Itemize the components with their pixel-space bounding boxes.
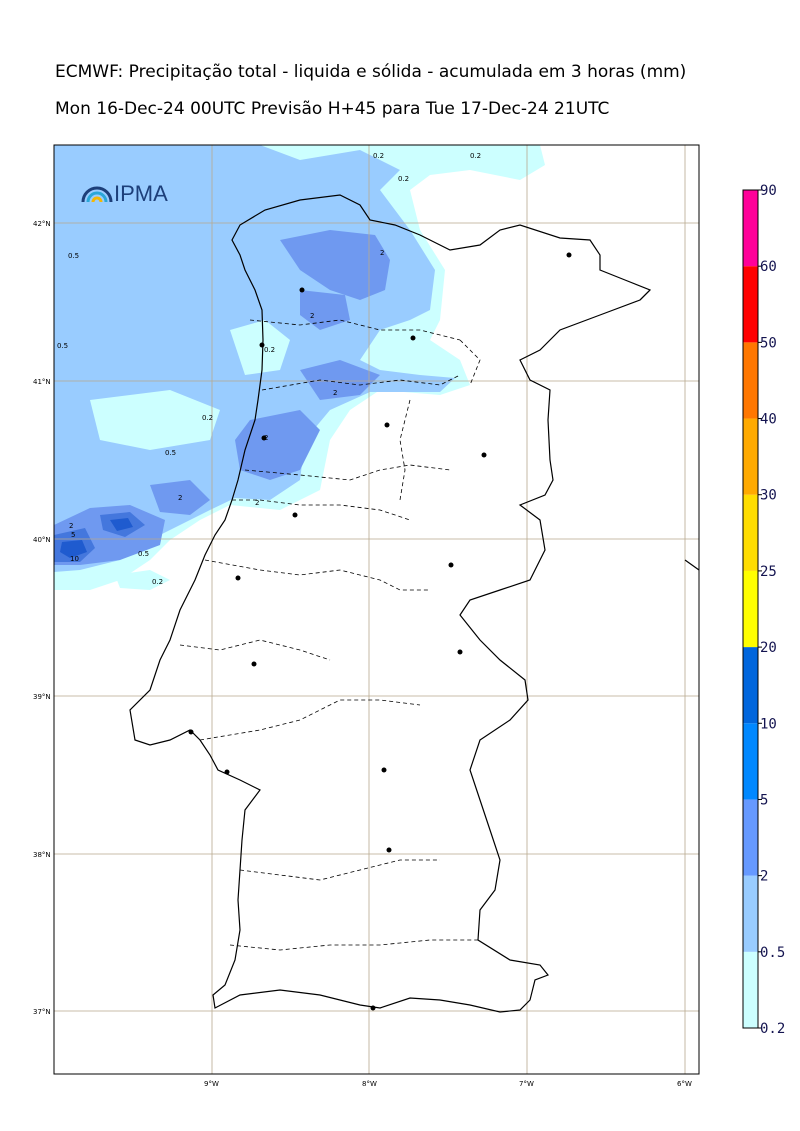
coastline	[129, 194, 652, 1013]
contour-label: 2	[264, 434, 268, 442]
contour-label: 2	[310, 312, 314, 320]
city-markers	[188, 252, 572, 1011]
colorbar-segment	[743, 570, 758, 648]
contour-label: 2	[69, 522, 73, 530]
contour-label: 2	[380, 249, 384, 257]
precip-area-10	[60, 540, 87, 558]
lat-label: 38°N	[33, 851, 51, 859]
contour-label: 0.5	[68, 252, 79, 260]
lat-label: 39°N	[33, 693, 51, 701]
colorbar-segment	[743, 494, 758, 571]
colorbar-segment	[743, 799, 758, 876]
lat-label: 37°N	[33, 1008, 51, 1016]
lon-axis-labels: 9°W 8°W 7°W 6°W	[204, 1080, 692, 1088]
colorbar-tick-label: 90	[760, 183, 777, 199]
contour-label: 5	[71, 531, 75, 539]
colorbar-tick-label: 2	[760, 869, 768, 885]
lat-label: 42°N	[33, 220, 51, 228]
contour-label: 0.2	[202, 414, 213, 422]
colorbar-tick-label: 25	[760, 564, 777, 580]
colorbar-tick-label: 60	[760, 259, 777, 275]
contour-label: 0.5	[138, 550, 149, 558]
colorbar-segment	[743, 418, 758, 495]
lon-label: 7°W	[519, 1080, 534, 1088]
lat-axis-labels: 42°N 41°N 40°N 39°N 38°N 37°N	[33, 220, 51, 1016]
colorbar-tick-label: 50	[760, 335, 777, 351]
lat-label: 40°N	[33, 536, 51, 544]
lat-label: 41°N	[33, 378, 51, 386]
contour-labels: 0.2 0.2 0.5 0.2 2 2 0.5 2 2 0.2 0.2 0.5 …	[57, 152, 481, 586]
colorbar-segment	[743, 190, 758, 267]
colorbar-segment	[743, 266, 758, 343]
colorbar-tick-label: 30	[760, 488, 777, 504]
contour-label: 2	[333, 389, 337, 397]
contour-label: 0.2	[398, 175, 409, 183]
colorbar-tick-label: 20	[760, 640, 777, 656]
logo-text: IPMA	[114, 181, 168, 206]
map-title: ECMWF: Precipitação total - liquida e só…	[55, 62, 687, 82]
map-frame	[53, 144, 700, 1075]
precipitation-field	[54, 145, 545, 590]
colorbar-tick-label: 10	[760, 716, 777, 732]
colorbar-tick-label: 0.2	[760, 1021, 785, 1037]
colorbar-tick-label: 40	[760, 412, 777, 428]
lon-label: 6°W	[677, 1080, 692, 1088]
contour-label: 0.5	[57, 342, 68, 350]
lon-label: 8°W	[362, 1080, 377, 1088]
contour-label: 0.5	[165, 449, 176, 457]
country-borders	[129, 194, 699, 1013]
precip-area-2	[280, 230, 390, 300]
forecast-subtitle: Mon 16-Dec-24 00UTC Previsão H+45 para T…	[55, 99, 610, 119]
colorbar-frame	[742, 189, 759, 1029]
colorbar-tick-label: 5	[760, 792, 768, 808]
ipma-logo: IPMA	[81, 181, 168, 206]
colorbar-segment	[743, 875, 758, 952]
colorbar-tick-label: 0.5	[760, 945, 785, 961]
colorbar-segment	[743, 342, 758, 419]
colorbar-segment	[743, 723, 758, 800]
contour-label: 10	[70, 555, 79, 563]
colorbar-segment	[743, 951, 758, 1028]
contour-label: 2	[178, 494, 182, 502]
contour-label: 0.2	[264, 346, 275, 354]
colorbar-segment	[743, 647, 758, 724]
district-borders	[179, 319, 481, 951]
contour-label: 2	[255, 499, 259, 507]
contour-label: 0.2	[470, 152, 481, 160]
graticule	[54, 145, 699, 1074]
lon-label: 9°W	[204, 1080, 219, 1088]
ipma-wave-icon	[81, 186, 113, 203]
contour-label: 0.2	[152, 578, 163, 586]
contour-label: 0.2	[373, 152, 384, 160]
